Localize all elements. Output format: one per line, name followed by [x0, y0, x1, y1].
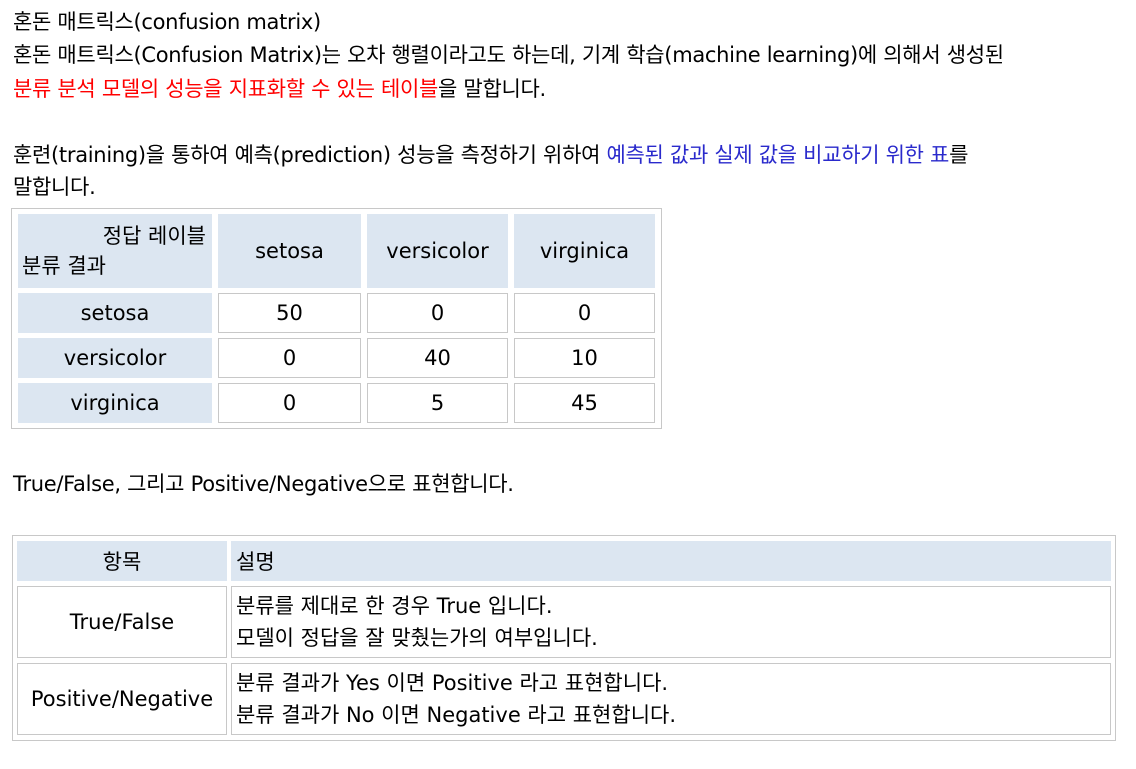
corner-header-cell: 정답 레이블 분류 결과	[18, 214, 212, 288]
training-line-1-start: 훈련(training)을 통하여 예측(prediction) 성능을 측정하…	[13, 143, 607, 167]
matrix-cell: 0	[514, 293, 655, 333]
intro-line-2: 분류 분석 모델의 성능을 지표화할 수 있는 테이블을 말합니다.	[13, 74, 546, 104]
highlight-red-text: 분류 분석 모델의 성능을 지표화할 수 있는 테이블	[13, 77, 439, 101]
corner-label-answer: 정답 레이블	[102, 224, 206, 248]
training-line-1-end: 를	[949, 143, 969, 167]
description-cell: 분류를 제대로 한 경우 True 입니다. 모델이 정답을 잘 맞췄는가의 여…	[231, 586, 1111, 658]
matrix-cell: 0	[367, 293, 508, 333]
description-cell: 분류 결과가 Yes 이면 Positive 라고 표현합니다. 분류 결과가 …	[231, 663, 1111, 735]
training-line-2: 말합니다.	[13, 175, 96, 199]
row-header: virginica	[18, 383, 212, 423]
training-line-1: 훈련(training)을 통하여 예측(prediction) 성능을 측정하…	[13, 140, 968, 170]
item-cell: True/False	[17, 586, 227, 658]
matrix-cell: 10	[514, 338, 655, 378]
intro-line-2-tail: 을 말합니다.	[438, 77, 546, 101]
matrix-cell: 45	[514, 383, 655, 423]
intro-line-1: 혼돈 매트릭스(Confusion Matrix)는 오차 행렬이라고도 하는데…	[13, 43, 1004, 67]
matrix-cell: 5	[367, 383, 508, 423]
matrix-cell: 0	[218, 383, 361, 423]
expression-line: True/False, 그리고 Positive/Negative으로 표현합니…	[13, 472, 514, 496]
item-cell: Positive/Negative	[17, 663, 227, 735]
description-line: 분류를 제대로 한 경우 True 입니다.	[236, 594, 553, 618]
description-line: 모델이 정답을 잘 맞췄는가의 여부입니다.	[236, 626, 598, 650]
page-heading: 혼돈 매트릭스(confusion matrix)	[13, 10, 321, 34]
row-header: versicolor	[18, 338, 212, 378]
highlight-blue-text: 예측된 값과 실제 값을 비교하기 위한 표	[606, 143, 950, 167]
column-header: versicolor	[367, 214, 508, 288]
column-header: setosa	[218, 214, 361, 288]
description-table: 항목 설명 True/False 분류를 제대로 한 경우 True 입니다. …	[12, 535, 1116, 741]
description-line: 분류 결과가 No 이면 Negative 라고 표현합니다.	[236, 703, 677, 727]
matrix-cell: 40	[367, 338, 508, 378]
header-item: 항목	[17, 541, 227, 581]
confusion-matrix-table: 정답 레이블 분류 결과 setosa versicolor virginica…	[11, 208, 662, 429]
header-description: 설명	[231, 541, 1111, 581]
description-line: 분류 결과가 Yes 이면 Positive 라고 표현합니다.	[236, 671, 669, 695]
column-header: virginica	[514, 214, 655, 288]
row-header: setosa	[18, 293, 212, 333]
corner-label-result: 분류 결과	[22, 254, 106, 278]
matrix-cell: 50	[218, 293, 361, 333]
matrix-cell: 0	[218, 338, 361, 378]
